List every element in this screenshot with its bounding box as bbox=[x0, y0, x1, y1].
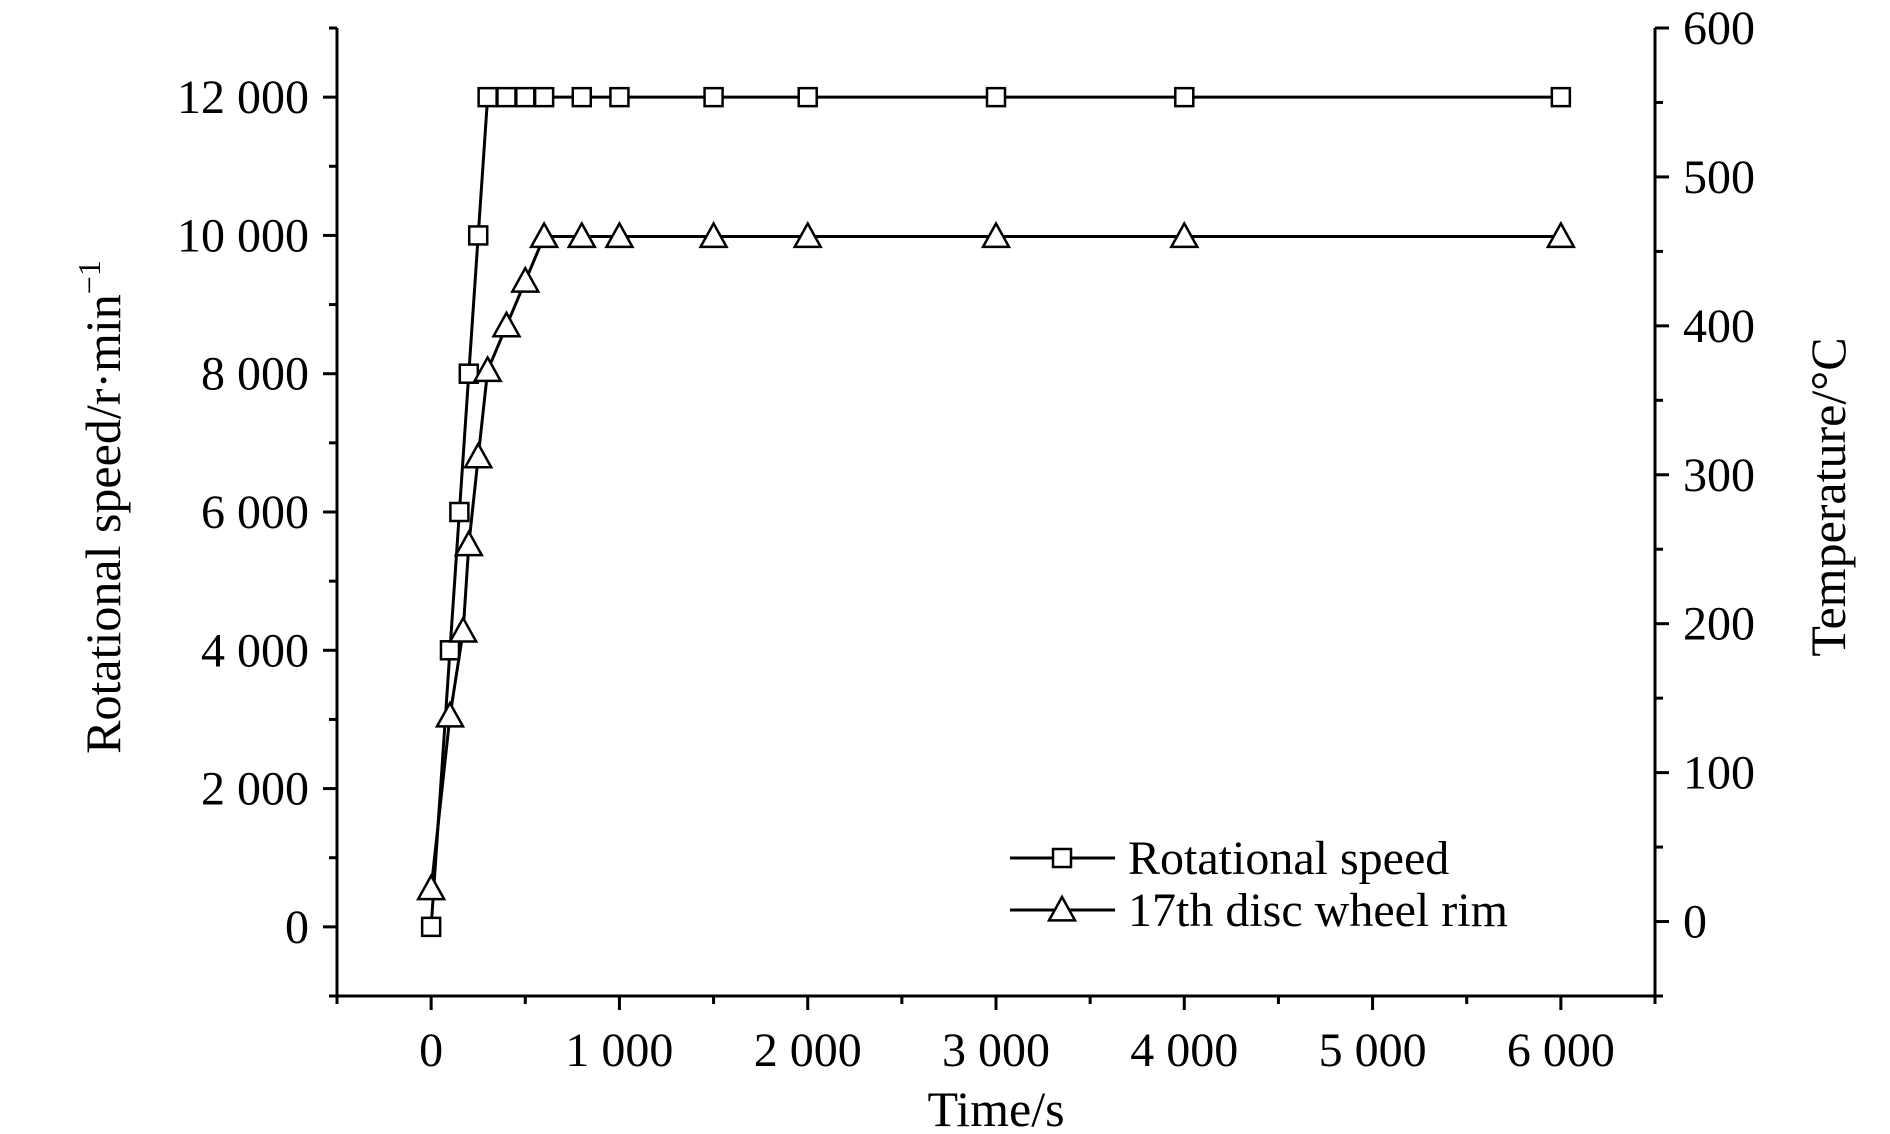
data-point bbox=[985, 86, 1007, 108]
data-point bbox=[1545, 220, 1576, 249]
series-layer bbox=[416, 86, 1576, 938]
y-tick-label: 6 000 bbox=[201, 486, 309, 539]
y-axis-title: Rotational speed/r·min−1 bbox=[71, 260, 131, 754]
data-point bbox=[491, 310, 522, 338]
y-tick-label: 2 000 bbox=[201, 763, 309, 816]
data-point bbox=[463, 441, 494, 469]
data-point bbox=[420, 916, 442, 938]
y-tick-label: 0 bbox=[285, 901, 309, 954]
data-point bbox=[467, 225, 489, 246]
data-point bbox=[609, 86, 630, 108]
data-point bbox=[448, 615, 479, 643]
y-tick-label: 12 000 bbox=[177, 71, 309, 124]
data-point bbox=[477, 86, 498, 108]
x-tick-label: 0 bbox=[419, 1024, 443, 1077]
data-point bbox=[453, 529, 484, 557]
data-point bbox=[416, 873, 447, 901]
y-axis-title-main: Rotational speed/r·min bbox=[75, 294, 131, 754]
data-point bbox=[439, 640, 461, 661]
data-point bbox=[797, 86, 818, 108]
y2-axis-title: Temperature/°C bbox=[1800, 337, 1856, 656]
series-disc-wheel-rim bbox=[416, 220, 1576, 901]
data-point bbox=[1174, 86, 1195, 108]
data-point bbox=[434, 700, 466, 728]
data-point bbox=[449, 501, 470, 523]
data-point bbox=[1550, 86, 1572, 108]
axes bbox=[335, 28, 1657, 998]
legend-label: 17th disc wheel rim bbox=[1128, 884, 1508, 937]
data-point bbox=[703, 86, 724, 108]
data-point bbox=[566, 220, 597, 249]
ticks: 0 1 000 2 000 3 000 4 000 5 000 6 000 0 2 000 4 0… bbox=[177, 2, 1755, 1077]
x-tick-label: 3 000 bbox=[942, 1024, 1050, 1077]
data-point bbox=[792, 220, 823, 249]
x-tick-label: 6 000 bbox=[1507, 1024, 1615, 1077]
y2-tick-label: 400 bbox=[1683, 300, 1755, 353]
data-point bbox=[571, 86, 593, 108]
x-tick-label: 4 000 bbox=[1130, 1024, 1238, 1077]
y-tick-label: 10 000 bbox=[177, 209, 309, 262]
legend-marker bbox=[1046, 894, 1078, 922]
y2-tick-label: 300 bbox=[1683, 449, 1755, 502]
data-point bbox=[472, 354, 503, 383]
x-tick-label: 2 000 bbox=[754, 1024, 862, 1077]
series-rotational-speed bbox=[420, 86, 1572, 938]
y-tick-label: 4 000 bbox=[201, 624, 309, 677]
data-point bbox=[1169, 220, 1200, 249]
y2-tick-label: 200 bbox=[1683, 598, 1755, 651]
y-axis-title-superscript: −1 bbox=[71, 260, 107, 294]
data-point bbox=[515, 86, 536, 108]
x-axis-title: Time/s bbox=[927, 1081, 1064, 1134]
y2-tick-label: 600 bbox=[1683, 2, 1755, 55]
legend-label: Rotational speed bbox=[1128, 832, 1449, 885]
data-point bbox=[510, 265, 541, 293]
x-tick-label: 1 000 bbox=[565, 1024, 673, 1077]
data-point bbox=[698, 220, 729, 249]
legend-marker bbox=[1051, 847, 1073, 869]
data-point bbox=[496, 86, 517, 108]
y2-tick-label: 0 bbox=[1683, 896, 1707, 949]
y-tick-label: 8 000 bbox=[201, 348, 309, 401]
data-point bbox=[980, 220, 1012, 249]
x-tick-label: 5 000 bbox=[1319, 1024, 1427, 1077]
data-point bbox=[533, 86, 555, 108]
y2-tick-label: 100 bbox=[1683, 747, 1755, 800]
series-line bbox=[429, 234, 1561, 889]
data-point bbox=[528, 220, 560, 249]
y2-tick-label: 500 bbox=[1683, 151, 1755, 204]
data-point bbox=[604, 220, 635, 249]
